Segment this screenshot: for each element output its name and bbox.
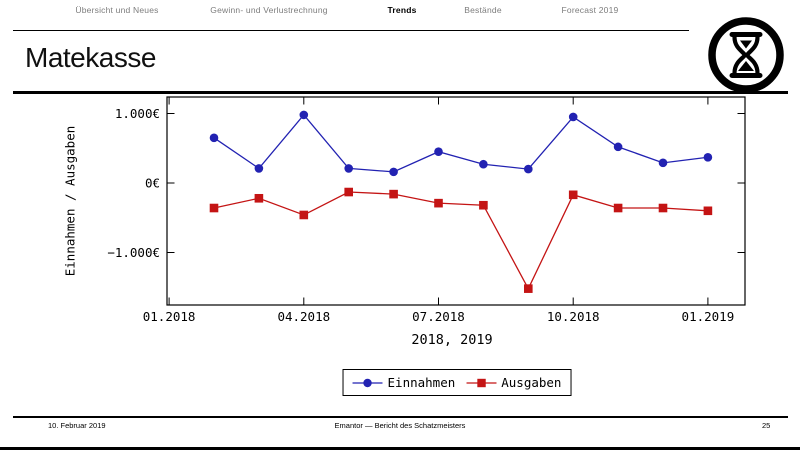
- chart-legend: Einnahmen Ausgaben: [342, 369, 572, 396]
- data-point-ausgaben: [389, 189, 398, 199]
- data-point-einnahmen: [254, 164, 264, 173]
- data-point-ausgaben: [434, 198, 443, 208]
- nav-section-gewinn-verlust[interactable]: Gewinn- und Verlustrechnung: [210, 5, 328, 15]
- hourglass-logo-icon: [708, 17, 784, 93]
- nav-section-trends[interactable]: Trends: [387, 5, 417, 15]
- y-tick-label: 1.000€: [115, 106, 160, 121]
- series-line-einnahmen: [213, 113, 708, 173]
- header-rule: [13, 30, 689, 31]
- data-point-ausgaben: [613, 203, 623, 213]
- footer-rule: [13, 416, 788, 418]
- series-line-ausgaben: [213, 191, 708, 291]
- data-point-einnahmen: [389, 167, 398, 177]
- legend-label-einnahmen: Einnahmen: [387, 375, 456, 390]
- footer-date: 10. Februar 2019: [48, 421, 106, 430]
- x-tick-label: 10.2018: [547, 309, 600, 324]
- data-point-einnahmen: [703, 152, 713, 162]
- data-point-einnahmen: [344, 164, 354, 173]
- nav-section-forecast[interactable]: Forecast 2019: [561, 5, 619, 15]
- footer-author-title: Emantor — Bericht des Schatzmeisters: [334, 421, 466, 430]
- einnahmen-marker-icon: [363, 378, 372, 387]
- data-point-ausgaben: [568, 190, 578, 200]
- x-tick-label: 01.2018: [143, 309, 196, 324]
- y-tick-label: 0€: [145, 176, 160, 191]
- data-point-ausgaben: [479, 200, 488, 210]
- nav-section-bestaende[interactable]: Bestände: [464, 5, 502, 15]
- data-point-einnahmen: [434, 147, 443, 157]
- nav-section-uebersicht[interactable]: Übersicht und Neues: [75, 5, 159, 15]
- data-point-ausgaben: [703, 206, 713, 216]
- y-axis-title: Einnahmen / Ausgaben: [62, 125, 78, 277]
- title-rule: [13, 91, 788, 94]
- data-point-einnahmen: [568, 112, 578, 122]
- data-point-ausgaben: [524, 284, 533, 293]
- data-point-ausgaben: [344, 187, 353, 197]
- data-point-einnahmen: [209, 133, 219, 143]
- data-point-ausgaben: [209, 203, 219, 213]
- data-point-einnahmen: [658, 158, 668, 168]
- einnahmen-legend-symbol: [352, 378, 383, 387]
- x-tick-label: 01.2019: [682, 309, 735, 324]
- page-title: Matekasse: [25, 42, 156, 73]
- plot-frame: [166, 96, 746, 306]
- y-tick-label: −1.000€: [107, 245, 160, 260]
- data-point-einnahmen: [524, 164, 533, 174]
- data-point-ausgaben: [299, 210, 309, 220]
- slide-bottom-edge: [0, 447, 800, 450]
- ausgaben-marker-icon: [477, 378, 486, 387]
- x-tick-label: 04.2018: [277, 309, 330, 324]
- x-tick-label: 07.2018: [412, 309, 465, 324]
- footer-page-number: 25: [762, 421, 771, 430]
- data-point-ausgaben: [254, 193, 264, 203]
- legend-label-ausgaben: Ausgaben: [501, 375, 562, 390]
- data-point-einnahmen: [299, 110, 309, 120]
- data-point-ausgaben: [658, 203, 668, 213]
- data-point-einnahmen: [613, 142, 623, 152]
- ausgaben-legend-symbol: [466, 378, 497, 387]
- x-axis-title: 2018, 2019: [411, 332, 493, 348]
- data-point-einnahmen: [479, 159, 488, 169]
